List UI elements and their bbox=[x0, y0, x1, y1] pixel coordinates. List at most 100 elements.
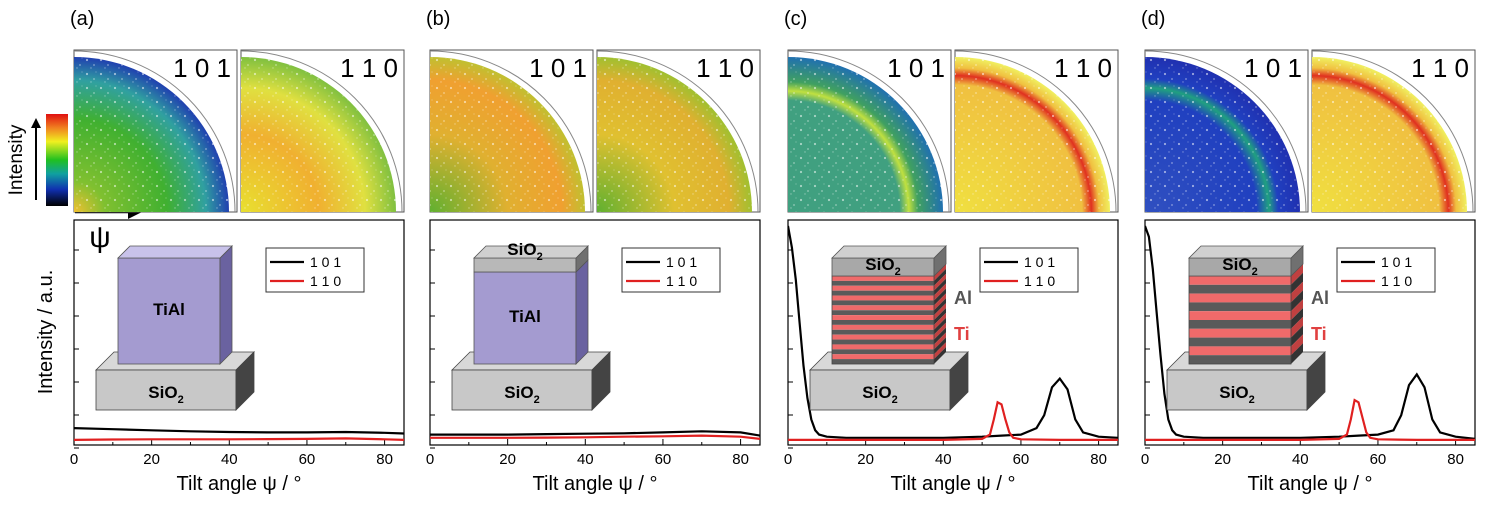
layer-side bbox=[934, 303, 946, 320]
layer-side bbox=[1291, 343, 1303, 364]
x-axis-label: Tilt angle ψ / ° bbox=[177, 473, 302, 495]
substrate-front bbox=[809, 369, 951, 411]
layer-side bbox=[1291, 334, 1303, 356]
legend-entry-101: 1 0 1 bbox=[666, 254, 697, 270]
panel-d: (d) 1 0 1 1 1 0 0 20 40 60 80 Tilt angle ψ / ° 1 … bbox=[1141, 8, 1476, 495]
pole-figure-label: 1 1 0 bbox=[1054, 53, 1112, 83]
layer-front bbox=[832, 349, 934, 355]
layer-front bbox=[1189, 346, 1291, 356]
x-tick-label: 60 bbox=[1013, 451, 1030, 468]
substrate-side bbox=[949, 351, 969, 411]
pole-figure-outline bbox=[954, 50, 1117, 213]
panel-a: (a) 1 0 1 1 1 0 0 20 40 60 80 Tilt angle ψ / ° 1 … bbox=[70, 8, 405, 495]
x-axis-label: Tilt angle ψ / ° bbox=[533, 473, 658, 495]
layer-side bbox=[934, 322, 946, 340]
panel-label: (d) bbox=[1141, 8, 1165, 30]
layer-side bbox=[934, 327, 946, 345]
layer-side bbox=[1291, 316, 1303, 338]
layer-front bbox=[832, 324, 934, 330]
layer-side bbox=[1291, 281, 1303, 303]
x-tick-label: 40 bbox=[935, 451, 952, 468]
pole-figure-texture bbox=[74, 57, 229, 212]
legend-entry-110: 1 1 0 bbox=[1381, 273, 1412, 289]
plot-frame bbox=[787, 219, 1119, 446]
pole-figure-label: 1 0 1 bbox=[1244, 53, 1302, 83]
layer-front bbox=[832, 310, 934, 316]
legend: 1 0 1 1 1 0 bbox=[265, 247, 365, 293]
pole-figure-outline bbox=[787, 50, 950, 213]
layer-front bbox=[1189, 328, 1291, 338]
pole-figure-label: 1 1 0 bbox=[1411, 53, 1469, 83]
substrate-label: SiO2 bbox=[504, 383, 539, 406]
pole-figure-110: 1 1 0 bbox=[596, 49, 761, 213]
pole-figure-101: 1 0 1 bbox=[787, 49, 952, 213]
pole-figure-outline bbox=[73, 50, 236, 213]
panel-label: (b) bbox=[426, 8, 450, 30]
pole-figure-outline bbox=[1144, 50, 1307, 213]
panel-b: (b) 1 0 1 1 1 0 0 20 40 60 80 Tilt angle ψ / ° 1 … bbox=[426, 8, 761, 495]
series-line-101 bbox=[1145, 225, 1475, 440]
pole-figure-110: 1 1 0 bbox=[240, 49, 405, 213]
film-label: TiAl bbox=[153, 300, 185, 319]
intensity-arrowhead bbox=[31, 118, 41, 128]
x-axis-label: Tilt angle ψ / ° bbox=[1248, 473, 1373, 495]
pole-figure-label: 1 1 0 bbox=[340, 53, 398, 83]
colorbar bbox=[46, 114, 68, 206]
film-side bbox=[575, 259, 589, 365]
ti-label: Ti bbox=[954, 324, 970, 344]
pole-figure-110: 1 1 0 bbox=[1311, 49, 1476, 213]
legend-entry-101: 1 0 1 bbox=[310, 254, 341, 270]
series-line-110 bbox=[788, 400, 1118, 441]
structure-schematic: SiO2 SiO2 TiAl bbox=[451, 240, 611, 411]
layer-side bbox=[934, 288, 946, 306]
film-top bbox=[117, 245, 233, 259]
layer-front bbox=[832, 354, 934, 360]
legend-entry-101: 1 0 1 bbox=[1024, 254, 1055, 270]
x-tick-label: 20 bbox=[143, 451, 160, 468]
film-front bbox=[473, 271, 577, 365]
layer-front bbox=[1189, 337, 1291, 347]
pole-figure-label: 1 1 0 bbox=[696, 53, 754, 83]
layer-front bbox=[832, 334, 934, 340]
substrate-label: SiO2 bbox=[862, 383, 897, 406]
x-tick-label: 60 bbox=[1370, 451, 1387, 468]
x-tick-label: 20 bbox=[1214, 451, 1231, 468]
layer-side bbox=[934, 264, 946, 281]
pole-figure-outline bbox=[596, 50, 759, 213]
x-tick-label: 0 bbox=[1141, 451, 1149, 468]
film-label: TiAl bbox=[509, 307, 541, 326]
pole-figure-outline bbox=[240, 50, 403, 213]
legend-box bbox=[265, 247, 365, 293]
legend-entry-110: 1 1 0 bbox=[1024, 273, 1055, 289]
panel-c: (c) 1 0 1 1 1 0 0 20 40 60 80 Tilt angle ψ / ° 1 … bbox=[784, 8, 1119, 495]
substrate-side bbox=[235, 351, 255, 411]
colorbar-label: Intensity bbox=[6, 124, 27, 195]
layer-side bbox=[934, 308, 946, 325]
series-line-110 bbox=[1145, 398, 1475, 441]
substrate-front bbox=[451, 369, 593, 411]
pole-figure-texture bbox=[241, 57, 396, 212]
x-tick-label: 0 bbox=[426, 451, 434, 468]
layer-front bbox=[1189, 311, 1291, 320]
cap-label: SiO2 bbox=[1222, 255, 1257, 278]
substrate-front bbox=[95, 369, 237, 411]
layer-side bbox=[1291, 290, 1303, 312]
pole-figure-texture bbox=[1312, 57, 1467, 212]
pole-figure-texture bbox=[1145, 57, 1300, 212]
layer-front bbox=[1189, 293, 1291, 303]
layer-side bbox=[934, 293, 946, 311]
substrate-side bbox=[591, 351, 611, 411]
film-front bbox=[117, 257, 221, 365]
layer-front bbox=[1189, 320, 1291, 329]
layer-side bbox=[934, 347, 946, 364]
al-label: Al bbox=[1311, 288, 1329, 308]
x-axis-label: Tilt angle ψ / ° bbox=[891, 473, 1016, 495]
layer-side bbox=[1291, 272, 1303, 294]
legend: 1 0 1 1 1 0 bbox=[621, 247, 721, 293]
x-tick-label: 20 bbox=[499, 451, 516, 468]
x-tick-label: 40 bbox=[577, 451, 594, 468]
y-axis-label: Intensity / a.u. bbox=[35, 270, 57, 395]
legend-entry-110: 1 1 0 bbox=[310, 273, 341, 289]
x-tick-label: 40 bbox=[1292, 451, 1309, 468]
structure-schematic: SiO2 SiO2 Al Ti bbox=[809, 245, 972, 411]
